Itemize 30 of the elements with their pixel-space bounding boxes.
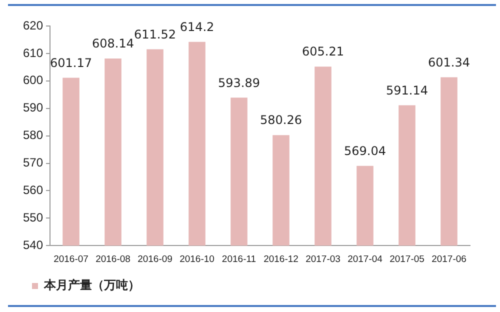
x-tick-label: 2017-06 xyxy=(432,254,466,265)
x-tick-label: 2016-12 xyxy=(264,254,298,265)
x-tick-label: 2017-04 xyxy=(348,254,382,265)
data-label: 569.04 xyxy=(344,144,386,158)
y-tick-label: 570 xyxy=(22,156,44,170)
x-tick-label: 2017-05 xyxy=(390,254,424,265)
data-label: 614.2 xyxy=(180,20,214,34)
data-label: 611.52 xyxy=(134,27,176,42)
y-tick-label: 550 xyxy=(22,210,44,224)
y-tick-label: 600 xyxy=(22,73,44,88)
y-tick-label: 540 xyxy=(22,238,44,252)
y-tick-label: 590 xyxy=(22,100,44,115)
legend-label: 本月产量（万吨） xyxy=(43,278,140,292)
x-tick-label: 2016-10 xyxy=(180,254,214,265)
x-tick-label: 2016-07 xyxy=(54,254,88,265)
y-tick-label: 580 xyxy=(22,128,44,142)
data-label: 593.89 xyxy=(218,76,260,90)
data-label: 605.21 xyxy=(302,44,344,59)
x-tick-label: 2017-03 xyxy=(306,254,340,265)
x-tick-label: 2016-09 xyxy=(138,254,172,265)
data-label: 601.34 xyxy=(428,55,470,70)
x-tick-label: 2016-08 xyxy=(96,254,130,265)
data-label: 580.26 xyxy=(260,113,302,128)
y-tick-label: 560 xyxy=(22,183,44,198)
data-label: 608.14 xyxy=(92,36,134,51)
data-label: 601.17 xyxy=(50,56,92,70)
x-tick-label: 2016-11 xyxy=(222,254,256,265)
y-tick-label: 620 xyxy=(22,18,44,32)
data-label: 591.14 xyxy=(386,83,428,98)
y-tick-label: 610 xyxy=(22,46,44,60)
